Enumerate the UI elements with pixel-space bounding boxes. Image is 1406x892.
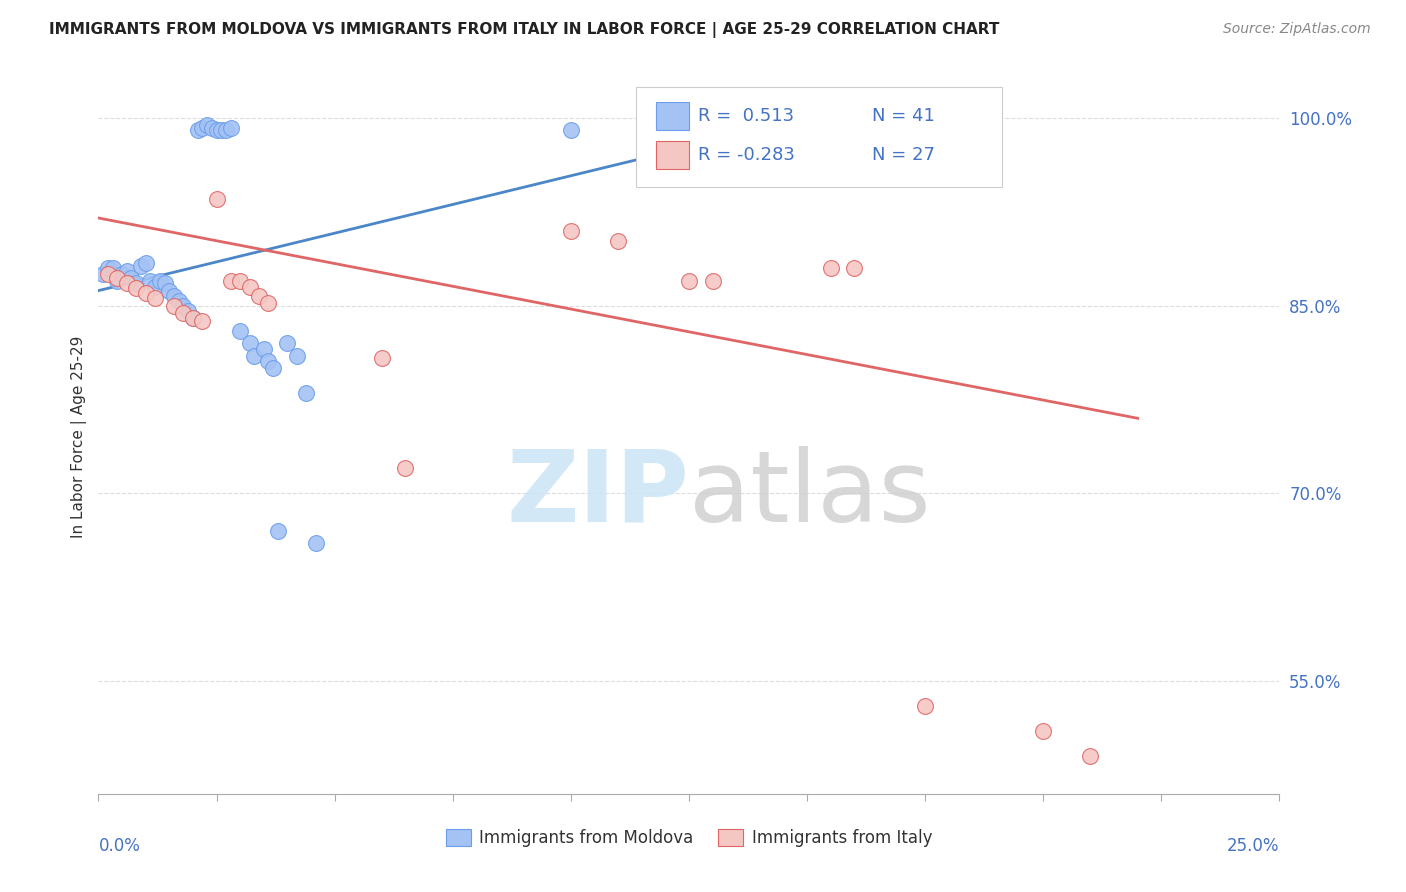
Point bbox=[295, 386, 318, 401]
Point bbox=[135, 286, 157, 301]
Point bbox=[91, 268, 114, 282]
Point bbox=[157, 284, 180, 298]
Point bbox=[163, 299, 186, 313]
Point bbox=[285, 349, 308, 363]
Text: Source: ZipAtlas.com: Source: ZipAtlas.com bbox=[1223, 22, 1371, 37]
Point bbox=[163, 288, 186, 302]
Point bbox=[143, 280, 166, 294]
Point bbox=[560, 223, 582, 237]
Point bbox=[191, 313, 214, 327]
Point bbox=[181, 311, 204, 326]
FancyBboxPatch shape bbox=[655, 102, 689, 130]
Point bbox=[239, 336, 262, 351]
Point bbox=[172, 306, 194, 320]
Point bbox=[305, 536, 328, 550]
Text: R =  0.513: R = 0.513 bbox=[699, 107, 794, 125]
Point bbox=[139, 274, 162, 288]
Point bbox=[219, 274, 242, 288]
Point bbox=[560, 123, 582, 137]
Point bbox=[371, 351, 394, 366]
Text: 25.0%: 25.0% bbox=[1227, 837, 1279, 855]
Point bbox=[257, 353, 280, 368]
Point bbox=[111, 268, 134, 282]
Point bbox=[97, 261, 120, 276]
Point bbox=[105, 271, 128, 285]
Point bbox=[820, 261, 842, 276]
Point bbox=[191, 120, 214, 135]
Point bbox=[702, 123, 724, 137]
Point bbox=[205, 123, 228, 137]
Point bbox=[394, 461, 416, 475]
Point bbox=[607, 234, 630, 248]
Point bbox=[229, 274, 252, 288]
Point bbox=[167, 293, 190, 308]
Point bbox=[97, 268, 120, 282]
Point bbox=[172, 299, 194, 313]
FancyBboxPatch shape bbox=[636, 87, 1002, 187]
Point bbox=[187, 123, 209, 137]
Point bbox=[143, 291, 166, 305]
Point bbox=[115, 263, 138, 277]
Text: atlas: atlas bbox=[689, 446, 931, 542]
Point bbox=[195, 119, 218, 133]
Point bbox=[229, 324, 252, 338]
Point bbox=[702, 274, 724, 288]
FancyBboxPatch shape bbox=[655, 141, 689, 169]
Point bbox=[205, 192, 228, 206]
Text: 0.0%: 0.0% bbox=[98, 837, 141, 855]
Text: R = -0.283: R = -0.283 bbox=[699, 146, 796, 164]
Point bbox=[125, 281, 148, 295]
Point bbox=[215, 123, 238, 137]
Point bbox=[253, 343, 276, 357]
Point bbox=[243, 349, 266, 363]
Point bbox=[149, 274, 172, 288]
Point bbox=[201, 120, 224, 135]
Point bbox=[262, 361, 284, 376]
Point bbox=[181, 311, 204, 326]
Text: N = 41: N = 41 bbox=[872, 107, 935, 125]
Point bbox=[678, 274, 700, 288]
Point bbox=[914, 699, 936, 714]
Text: N = 27: N = 27 bbox=[872, 146, 935, 164]
Point bbox=[1032, 724, 1054, 739]
Point bbox=[177, 303, 200, 318]
Point bbox=[257, 296, 280, 310]
Point bbox=[135, 256, 157, 270]
Point bbox=[153, 276, 176, 290]
Text: ZIP: ZIP bbox=[506, 446, 689, 542]
Point bbox=[247, 288, 270, 302]
Point bbox=[101, 261, 124, 276]
Y-axis label: In Labor Force | Age 25-29: In Labor Force | Age 25-29 bbox=[72, 336, 87, 538]
Point bbox=[209, 123, 232, 137]
Point bbox=[844, 261, 866, 276]
Point bbox=[276, 336, 298, 351]
Text: IMMIGRANTS FROM MOLDOVA VS IMMIGRANTS FROM ITALY IN LABOR FORCE | AGE 25-29 CORR: IMMIGRANTS FROM MOLDOVA VS IMMIGRANTS FR… bbox=[49, 22, 1000, 38]
Point bbox=[239, 280, 262, 294]
Point bbox=[267, 524, 290, 538]
Point bbox=[1080, 749, 1102, 764]
Point bbox=[115, 276, 138, 290]
Point bbox=[125, 276, 148, 290]
Point bbox=[129, 259, 152, 273]
Point bbox=[121, 271, 143, 285]
Point bbox=[105, 274, 128, 288]
Legend: Immigrants from Moldova, Immigrants from Italy: Immigrants from Moldova, Immigrants from… bbox=[439, 822, 939, 854]
Point bbox=[219, 120, 242, 135]
